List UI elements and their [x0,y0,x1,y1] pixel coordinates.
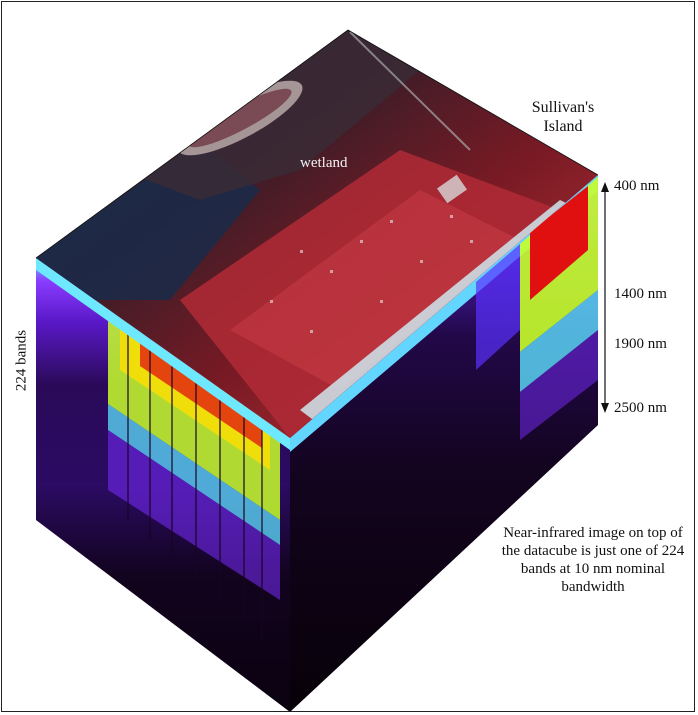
wavelength-1900: 1900 nm [614,336,667,352]
wavelength-400: 400 nm [614,178,660,194]
wavelength-1400: 1400 nm [614,286,667,302]
wetland-label: wetland [300,155,348,171]
datacube-right-face [290,175,598,712]
band-streaks [127,315,263,640]
spectral-band-red-right [530,186,588,300]
spectral-band-red [140,338,262,448]
wavelength-2500: 2500 nm [614,400,667,416]
bands-label: 224 bands [13,329,30,392]
wavelength-arrow [601,182,609,413]
caption: Near-infrared image on top of the datacu… [501,525,685,595]
datacube-left-face [36,258,290,712]
island-label: Sullivan's Island [531,99,595,135]
